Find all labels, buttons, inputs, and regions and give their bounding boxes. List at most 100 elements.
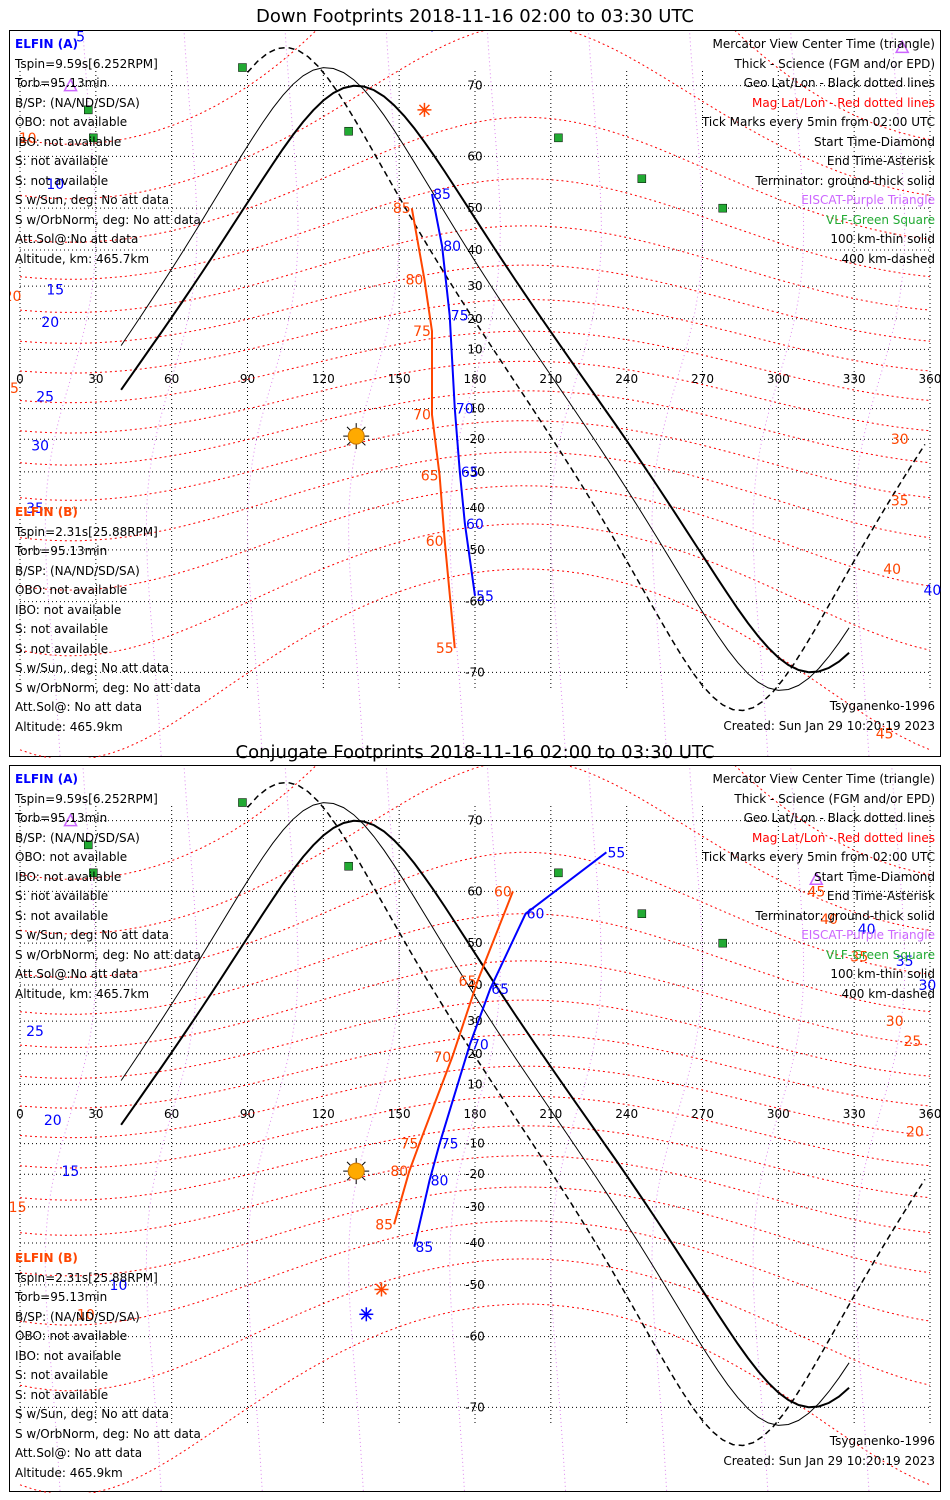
elfin-a-line: Tspin=9.59s[6.252RPM] xyxy=(15,56,158,71)
vlf-marker xyxy=(89,868,98,878)
mag-meridian xyxy=(550,766,602,1493)
elfin-b-line: B/SP: (NA/ND/SD/SA) xyxy=(15,1309,140,1324)
tick-mark-label: 25 xyxy=(26,1024,44,1040)
tick-mark-label: 10 xyxy=(110,1278,128,1294)
vlf-marker xyxy=(238,63,247,72)
mag-parallel xyxy=(19,1095,931,1169)
elfin-a-line: Altitude, km: 465.7km xyxy=(15,986,150,1001)
legend-item: Geo Lat/Lon - Black dotted lines xyxy=(743,76,935,90)
vlf-marker xyxy=(84,840,93,850)
vlf-marker xyxy=(718,938,727,948)
mag-parallel xyxy=(19,390,931,466)
mag-parallel xyxy=(19,264,931,344)
elfin-a-line: Torb=95.13min xyxy=(15,76,108,90)
legend-item: 100 km-thin solid xyxy=(830,232,935,246)
tick-mark-label: 40 xyxy=(858,922,876,938)
vlf-marker xyxy=(89,133,98,143)
y-tick-label: -40 xyxy=(465,1236,485,1250)
eiscat-marker xyxy=(808,871,824,885)
mag-meridian xyxy=(145,31,198,758)
tick-mark-label: 10 xyxy=(77,1307,95,1323)
x-tick-label: 210 xyxy=(539,372,562,386)
vlf-marker xyxy=(554,868,563,878)
x-tick-label: 30 xyxy=(88,372,103,386)
terminator-400km xyxy=(246,46,926,712)
elfin-b-line: IBO: not available xyxy=(15,1348,122,1363)
x-tick-label: 360 xyxy=(919,372,942,386)
elfin-a-line: OBO: not available xyxy=(15,115,128,129)
end-asterisk xyxy=(375,1283,388,1295)
x-tick-label: 90 xyxy=(240,1107,255,1121)
x-tick-label: 240 xyxy=(615,1107,638,1121)
y-tick-label: -50 xyxy=(465,543,485,557)
legend-item: EISCAT-Purple Triangle xyxy=(801,928,935,942)
vlf-marker xyxy=(718,203,727,213)
elfin-a-line: S w/OrbNorm, deg: No att data xyxy=(15,947,201,962)
x-tick-label: 330 xyxy=(843,1107,866,1121)
elfin-a-line: S: not available xyxy=(15,889,109,903)
map-chart-down: 0 30 60 90 120 150 180 210 240 270 300 330 360706050… xyxy=(10,31,942,758)
tick-mark-label: 75 xyxy=(441,1137,459,1153)
elfin-b-line: Att.Sol@: No att data xyxy=(15,1446,143,1460)
terminator-100km xyxy=(120,67,850,691)
mag-parallel xyxy=(19,568,931,758)
tick-mark-label: 80 xyxy=(406,272,424,288)
footer-right: Tsyganenko-1996 Created: Sun Jan 29 10:2… xyxy=(723,697,935,736)
legend-item: 400 km-dashed xyxy=(841,986,935,1001)
elfin-b-line: IBO: not available xyxy=(15,602,122,617)
y-tick-label: 70 xyxy=(467,814,482,828)
end-asterisk xyxy=(418,104,430,116)
elfin-a-line: B/SP: (NA/ND/SD/SA) xyxy=(15,95,140,110)
x-tick-label: 360 xyxy=(919,1107,942,1121)
tick-mark-label: 85 xyxy=(415,1240,433,1256)
y-tick-label: -60 xyxy=(465,1330,485,1344)
terminator-400km xyxy=(246,781,926,1447)
tick-mark-label: 35 xyxy=(891,493,909,509)
terminator-ground xyxy=(120,819,850,1409)
y-tick-label: -60 xyxy=(465,595,485,609)
elfin-a-line: S w/Sun, deg: No att data xyxy=(15,193,169,207)
elfin-b-line: Att.Sol@: No att data xyxy=(15,700,143,714)
elfin-a-line: IBO: not available xyxy=(15,134,122,149)
elfin-b-info: ELFIN (B) Tspin=2.31s[25.88RPM] Torb=95.… xyxy=(15,1249,201,1483)
elfin-b-line: Torb=95.13min xyxy=(15,1290,108,1304)
elfin-b-line: S w/Sun, deg: No att data xyxy=(15,661,169,675)
mag-meridian xyxy=(145,766,198,1493)
created-label: Created: Sun Jan 29 10:20:19 2023 xyxy=(723,1453,935,1468)
elfin-a-line: S: not available xyxy=(15,173,109,188)
mag-meridian xyxy=(449,766,501,1493)
elfin-a-line: S: not available xyxy=(15,154,109,168)
x-tick-label: 0 xyxy=(16,372,24,386)
tick-mark-label: 25 xyxy=(10,381,19,397)
tick-mark-label: 75 xyxy=(400,1137,418,1153)
elfin-b-info: ELFIN (B) Tspin=2.31s[25.88RPM] Torb=95.… xyxy=(15,503,201,737)
elfin-a-info: ELFIN (A) Tspin=9.59s[6.252RPM] Torb=95.… xyxy=(15,35,201,269)
end-asterisk xyxy=(360,1308,372,1320)
tick-mark-label: 30 xyxy=(891,432,909,448)
mag-meridian xyxy=(752,31,805,758)
tick-mark-label: 60 xyxy=(426,534,444,550)
elfin-a-header: ELFIN (A) xyxy=(15,772,78,786)
elfin-b-line: Torb=95.13min xyxy=(15,544,108,558)
mag-meridian xyxy=(651,766,704,1493)
legend-item: VLF-Green Square xyxy=(826,212,935,227)
tick-mark-label: 65 xyxy=(461,465,479,481)
elfin-b-line: Altitude: 465.9km xyxy=(15,1465,123,1480)
mag-parallel xyxy=(19,851,931,978)
tick-mark-label: 40 xyxy=(924,583,942,599)
legend-item: Thick - Science (FGM and/or EPD) xyxy=(734,56,935,71)
model-label: Tsyganenko-1996 xyxy=(829,699,935,713)
tick-mark-label: 30 xyxy=(886,1014,904,1030)
tick-mark-label: 80 xyxy=(390,1164,408,1180)
mag-meridian xyxy=(651,31,704,758)
tick-mark-label: 55 xyxy=(476,589,494,605)
y-tick-label: 10 xyxy=(467,1077,482,1091)
tick-mark-label: 40 xyxy=(820,912,838,928)
mag-meridian xyxy=(550,31,602,758)
mag-parallel xyxy=(19,330,931,404)
x-tick-label: 330 xyxy=(843,372,866,386)
elfin-a-info: ELFIN (A) Tspin=9.59s[6.252RPM] Torb=95.… xyxy=(15,770,201,1004)
elfin-b-line: S w/Sun, deg: No att data xyxy=(15,1407,169,1421)
tick-mark-label: 30 xyxy=(31,439,49,455)
vlf-marker xyxy=(637,909,647,918)
